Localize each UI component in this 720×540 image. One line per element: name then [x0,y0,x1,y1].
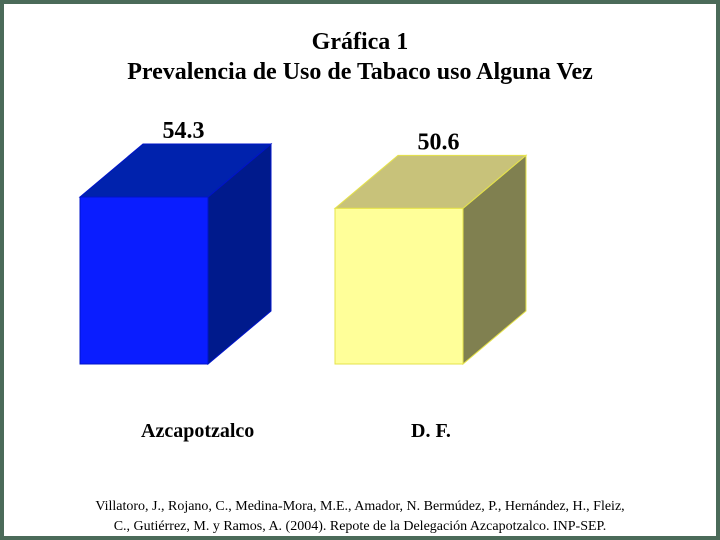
bar-azcapotzalco [79,196,209,365]
citation-line2: C., Gutiérrez, M. y Ramos, A. (2004). Re… [113,519,607,534]
chart-title: Gráfica 1 Prevalencia de Uso de Tabaco u… [0,27,720,87]
category-label-azcapotzalco: Azcapotzalco [141,420,255,442]
chart-title-line1: Gráfica 1 [311,29,409,55]
chart-title-line2: Prevalencia de Uso de Tabaco uso Alguna … [127,59,593,85]
bar-df [334,207,464,365]
category-label-df: D. F. [411,420,451,442]
citation: Villatoro, J., Rojano, C., Medina-Mora, … [0,497,720,537]
data-label-df: 50.6 [418,129,460,155]
data-label-azcapotzalco: 54.3 [163,118,205,144]
citation-line1: Villatoro, J., Rojano, C., Medina-Mora, … [95,499,625,514]
